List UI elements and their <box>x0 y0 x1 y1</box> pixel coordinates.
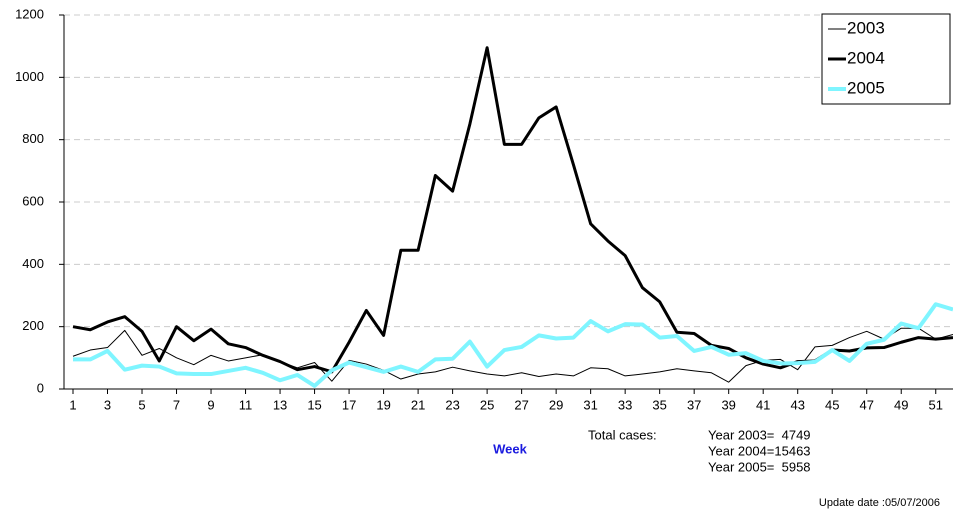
total-2004: Year 2004=15463 <box>708 443 811 458</box>
x-tick-label: 15 <box>307 397 321 412</box>
y-tick-label: 400 <box>22 256 44 271</box>
y-tick-label: 1200 <box>15 6 44 21</box>
x-axis-label: Week <box>493 441 527 456</box>
series-line <box>72 327 953 383</box>
x-tick-label: 49 <box>894 397 908 412</box>
y-tick-label: 800 <box>22 131 44 146</box>
x-tick-label: 47 <box>859 397 873 412</box>
legend-label: 2005 <box>847 78 885 97</box>
total-2005: Year 2005= 5958 <box>708 459 811 474</box>
x-tick-label: 39 <box>721 397 735 412</box>
x-tick-label: 21 <box>411 397 425 412</box>
x-tick-label: 1 <box>69 397 76 412</box>
total-label: Total cases: <box>588 427 657 442</box>
x-tick-label: 31 <box>583 397 597 412</box>
x-tick-label: 19 <box>376 397 390 412</box>
x-tick-label: 23 <box>445 397 459 412</box>
x-tick-label: 41 <box>756 397 770 412</box>
y-tick-label: 600 <box>22 193 44 208</box>
x-tick-label: 51 <box>929 397 943 412</box>
x-tick-label: 27 <box>514 397 528 412</box>
x-tick-label: 45 <box>825 397 839 412</box>
x-tick-label: 3 <box>104 397 111 412</box>
y-tick-label: 200 <box>22 318 44 333</box>
x-tick-label: 35 <box>652 397 666 412</box>
y-tick-label: 0 <box>37 380 44 395</box>
x-tick-label: 5 <box>138 397 145 412</box>
x-tick-label: 33 <box>618 397 632 412</box>
x-tick-label: 17 <box>342 397 356 412</box>
update-date: Update date :05/07/2006 <box>819 497 940 509</box>
series-line <box>73 302 953 388</box>
x-tick-label: 13 <box>273 397 287 412</box>
x-tick-label: 29 <box>549 397 563 412</box>
y-tick-label: 1000 <box>15 69 44 84</box>
total-2003: Year 2003= 4749 <box>708 427 811 442</box>
x-tick-label: 9 <box>207 397 214 412</box>
x-tick-label: 11 <box>239 397 253 412</box>
x-tick-label: 25 <box>480 397 494 412</box>
series-line <box>72 46 953 374</box>
legend-label: 2004 <box>847 48 885 67</box>
x-tick-label: 7 <box>173 397 180 412</box>
x-tick-label: 43 <box>790 397 804 412</box>
legend-label: 2003 <box>847 18 885 37</box>
x-tick-label: 37 <box>687 397 701 412</box>
